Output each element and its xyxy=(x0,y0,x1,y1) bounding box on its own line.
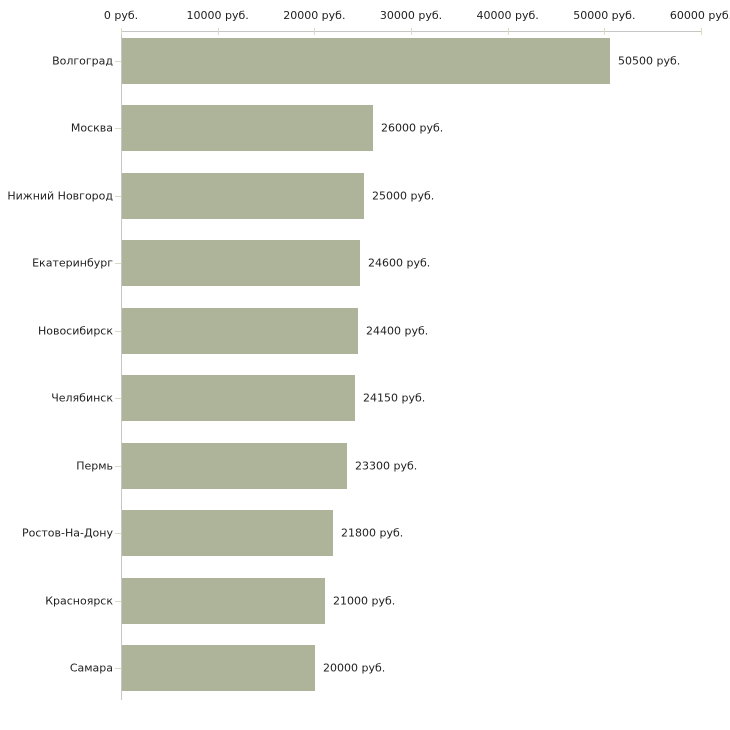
category-label: Екатеринбург xyxy=(32,256,113,270)
category-tick-mark xyxy=(115,533,121,534)
category-tick-mark xyxy=(115,601,121,602)
x-axis-tick-label: 0 руб. xyxy=(103,9,139,22)
category-tick-mark xyxy=(115,398,121,399)
bar xyxy=(122,510,333,556)
category-tick-mark xyxy=(115,128,121,129)
x-axis-tick-mark xyxy=(217,28,219,35)
x-axis-tick-label: 50000 руб. xyxy=(573,9,636,22)
x-axis-tick-mark xyxy=(701,28,702,35)
bar xyxy=(122,308,358,354)
bar xyxy=(122,645,315,691)
value-label: 21800 руб. xyxy=(341,526,404,540)
category-tick-mark xyxy=(115,263,121,264)
category-label: Волгоград xyxy=(52,54,113,67)
category-label: Москва xyxy=(70,121,113,135)
x-axis-tick-label: 60000 руб. xyxy=(669,9,730,22)
category-label: Красноярск xyxy=(45,594,113,607)
bar xyxy=(122,240,360,286)
value-label: 21000 руб. xyxy=(333,594,396,607)
category-tick-mark xyxy=(115,61,121,62)
x-axis-tick-mark xyxy=(507,28,509,35)
bar xyxy=(122,443,347,489)
bar xyxy=(122,173,364,219)
category-label: Нижний Новгород xyxy=(7,189,113,202)
y-axis-line xyxy=(121,31,122,700)
category-label: Ростов-На-Дону xyxy=(21,526,113,540)
bar xyxy=(122,375,355,421)
x-axis-tick-label: 20000 руб. xyxy=(283,9,346,22)
x-axis-tick-mark xyxy=(121,28,122,35)
category-label: Самара xyxy=(69,661,113,675)
category-label: Пермь xyxy=(76,459,113,472)
category-label: Челябинск xyxy=(51,391,113,405)
x-axis-tick-label: 30000 руб. xyxy=(379,9,443,22)
value-label: 24600 руб. xyxy=(368,256,431,270)
category-tick-mark xyxy=(115,466,121,467)
x-axis-tick-label: 10000 руб. xyxy=(186,9,249,22)
x-axis-tick-label: 40000 руб. xyxy=(476,9,539,22)
value-label: 23300 руб. xyxy=(355,459,418,472)
category-tick-mark xyxy=(115,196,121,197)
bar xyxy=(122,105,373,151)
category-tick-mark xyxy=(115,668,121,669)
value-label: 24150 руб. xyxy=(363,391,426,405)
bar xyxy=(122,38,610,84)
value-label: 24400 руб. xyxy=(366,324,429,337)
value-label: 50500 руб. xyxy=(618,54,681,67)
value-label: 26000 руб. xyxy=(381,121,444,135)
x-axis-tick-mark xyxy=(604,28,606,35)
bar xyxy=(122,578,325,624)
value-label: 25000 руб. xyxy=(372,189,435,202)
value-label: 20000 руб. xyxy=(323,661,386,675)
x-axis-tick-mark xyxy=(314,28,316,35)
x-axis-tick-mark xyxy=(411,28,412,35)
category-label: Новосибирск xyxy=(37,324,113,337)
category-tick-mark xyxy=(115,331,121,332)
